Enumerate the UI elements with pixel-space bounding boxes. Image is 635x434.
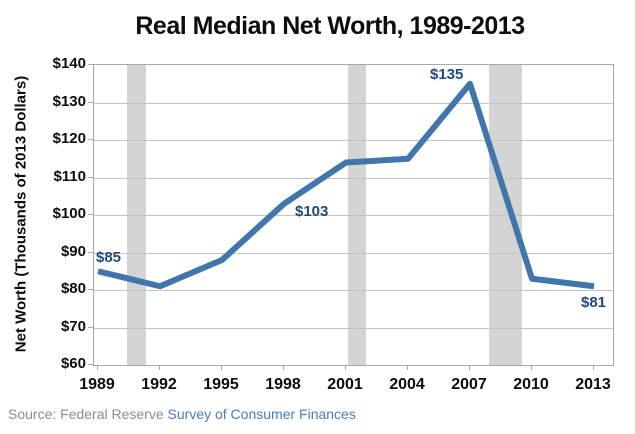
y-tick-mark	[88, 176, 93, 178]
y-tick-label: $100	[52, 205, 86, 222]
y-tick-mark	[88, 251, 93, 253]
y-tick-mark	[88, 326, 93, 328]
y-axis-title: Net Worth (Thousands of 2013 Dollars)	[12, 75, 30, 353]
y-tick-mark	[88, 64, 93, 65]
y-tick-label: $120	[52, 130, 86, 147]
y-tick-label: $60	[60, 355, 86, 372]
x-tick-mark	[593, 365, 594, 370]
x-tick-mark	[469, 365, 470, 370]
gridline	[94, 102, 613, 104]
gridline	[94, 140, 613, 141]
y-tick-mark	[88, 364, 93, 365]
y-tick-mark	[88, 289, 93, 290]
x-tick-label: 2001	[327, 376, 363, 393]
y-tick-mark	[88, 139, 93, 140]
net-worth-line-series	[97, 80, 595, 290]
source-caption: Source: Federal Reserve Survey of Consum…	[8, 406, 356, 422]
y-tick-label: $130	[52, 92, 86, 110]
gridline	[94, 215, 613, 216]
y-tick-label: $90	[60, 242, 86, 260]
y-tick-label: $140	[52, 55, 86, 72]
line-path	[97, 80, 595, 290]
chart-title: Real Median Net Worth, 1989-2013	[135, 12, 525, 40]
x-tick-mark	[407, 365, 408, 370]
gridline	[94, 252, 613, 254]
y-tick-label: $70	[60, 317, 86, 335]
y-tick-mark	[88, 101, 93, 103]
gridline	[94, 327, 613, 329]
x-tick-label: 1989	[79, 376, 115, 393]
x-tick-label: 1992	[141, 376, 177, 393]
x-tick-mark	[221, 365, 222, 370]
x-tick-mark	[531, 365, 532, 370]
data-point-label: $85	[96, 249, 122, 267]
plot-area: $85 $103 $135 $81	[93, 64, 614, 366]
x-tick-label: 2010	[513, 376, 549, 393]
data-point-label: $103	[295, 202, 329, 220]
x-tick-label: 1995	[203, 376, 239, 393]
y-tick-label: $80	[60, 280, 86, 297]
x-tick-label: 2013	[575, 376, 611, 393]
x-tick-label: 1998	[265, 376, 301, 393]
gridline	[94, 177, 613, 179]
x-tick-label: 2007	[451, 376, 487, 393]
x-tick-mark	[283, 365, 284, 370]
x-tick-mark	[159, 365, 160, 370]
data-point-label: $81	[581, 294, 607, 312]
y-tick-mark	[88, 214, 93, 215]
data-point-label: $135	[430, 65, 464, 83]
gridline	[94, 290, 613, 291]
source-link[interactable]: Survey of Consumer Finances	[167, 406, 356, 422]
x-tick-label: 2004	[389, 376, 425, 393]
source-prefix: Source: Federal Reserve	[8, 406, 168, 422]
y-tick-label: $110	[53, 167, 86, 185]
x-tick-mark	[97, 365, 98, 370]
x-tick-mark	[345, 365, 346, 370]
